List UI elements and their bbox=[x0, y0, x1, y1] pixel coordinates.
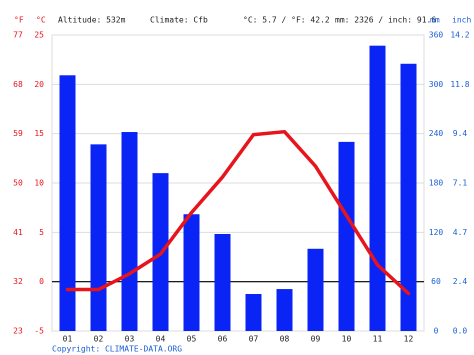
altitude: Altitude: 532m bbox=[58, 16, 126, 25]
bar bbox=[369, 45, 386, 331]
bar bbox=[400, 63, 417, 332]
x-tick-label: 01 bbox=[63, 335, 73, 344]
x-tick-label: 11 bbox=[373, 335, 383, 344]
x-tick-label: 12 bbox=[404, 335, 414, 344]
x-tick-label: 06 bbox=[218, 335, 228, 344]
y-tick-label-c: 5 bbox=[39, 228, 44, 237]
bar bbox=[121, 132, 138, 331]
x-tick-label: 03 bbox=[125, 335, 135, 344]
mm-unit: mm bbox=[430, 16, 440, 25]
x-tick-label: 09 bbox=[311, 335, 321, 344]
temperature-line bbox=[65, 129, 411, 296]
y-tick-label-f: 32 bbox=[13, 277, 23, 286]
y2-tick-label-mm: 60 bbox=[431, 277, 441, 286]
x-tick-label: 07 bbox=[249, 335, 259, 344]
y-tick-label-f: 41 bbox=[13, 228, 23, 237]
bar bbox=[90, 144, 107, 331]
y2-tick-label-mm: 0 bbox=[434, 327, 439, 336]
y2-tick-label-mm: 300 bbox=[429, 80, 444, 89]
y-tick-label-c: 20 bbox=[34, 80, 44, 89]
y-tick-label-f: 68 bbox=[13, 80, 23, 89]
y2-tick-label-mm: 180 bbox=[429, 179, 444, 188]
x-tick-label: 05 bbox=[187, 335, 197, 344]
y-tick-label-f: 23 bbox=[13, 327, 23, 336]
bar bbox=[214, 233, 231, 331]
x-tick-label: 04 bbox=[156, 335, 166, 344]
bar bbox=[59, 75, 76, 332]
y-tick-label-c: 10 bbox=[34, 179, 44, 188]
bar bbox=[183, 214, 200, 331]
y2-tick-label-inch: 2.4 bbox=[453, 277, 468, 286]
y2-tick-label-inch: 11.8 bbox=[450, 80, 469, 89]
y-tick-label-c: 0 bbox=[39, 277, 44, 286]
y2-tick-label-mm: 360 bbox=[429, 31, 444, 40]
bar bbox=[338, 141, 355, 331]
y2-tick-label-inch: 14.2 bbox=[450, 31, 469, 40]
y-tick-label-c: 25 bbox=[34, 31, 44, 40]
f-unit: °F bbox=[14, 16, 24, 25]
x-tick-label: 02 bbox=[94, 335, 104, 344]
inch-unit: inch bbox=[452, 16, 471, 25]
c-unit: °C bbox=[36, 16, 46, 25]
precip-summary: mm: 2326 / inch: 91.6 bbox=[335, 16, 436, 25]
y2-tick-label-inch: 7.1 bbox=[453, 179, 468, 188]
y-tick-label-c: -5 bbox=[34, 327, 44, 336]
y-tick-label-c: 15 bbox=[34, 129, 44, 138]
y2-tick-label-inch: 4.7 bbox=[453, 228, 468, 237]
x-tick-label: 08 bbox=[280, 335, 290, 344]
y-tick-label-f: 50 bbox=[13, 179, 23, 188]
copyright: Copyright: CLIMATE-DATA.ORG bbox=[52, 345, 182, 354]
y-tick-label-f: 59 bbox=[13, 129, 23, 138]
bar bbox=[276, 289, 293, 331]
y2-tick-label-mm: 120 bbox=[429, 228, 444, 237]
y-tick-label-f: 77 bbox=[13, 31, 23, 40]
y2-tick-label-mm: 240 bbox=[429, 129, 444, 138]
bar bbox=[245, 294, 262, 331]
x-tick-label: 10 bbox=[342, 335, 352, 344]
temp-summary: °C: 5.7 / °F: 42.2 bbox=[243, 16, 330, 25]
bar bbox=[307, 248, 324, 331]
y2-tick-label-inch: 9.4 bbox=[453, 129, 468, 138]
climate: Climate: Cfb bbox=[150, 16, 208, 25]
y2-tick-label-inch: 0.0 bbox=[453, 327, 468, 336]
